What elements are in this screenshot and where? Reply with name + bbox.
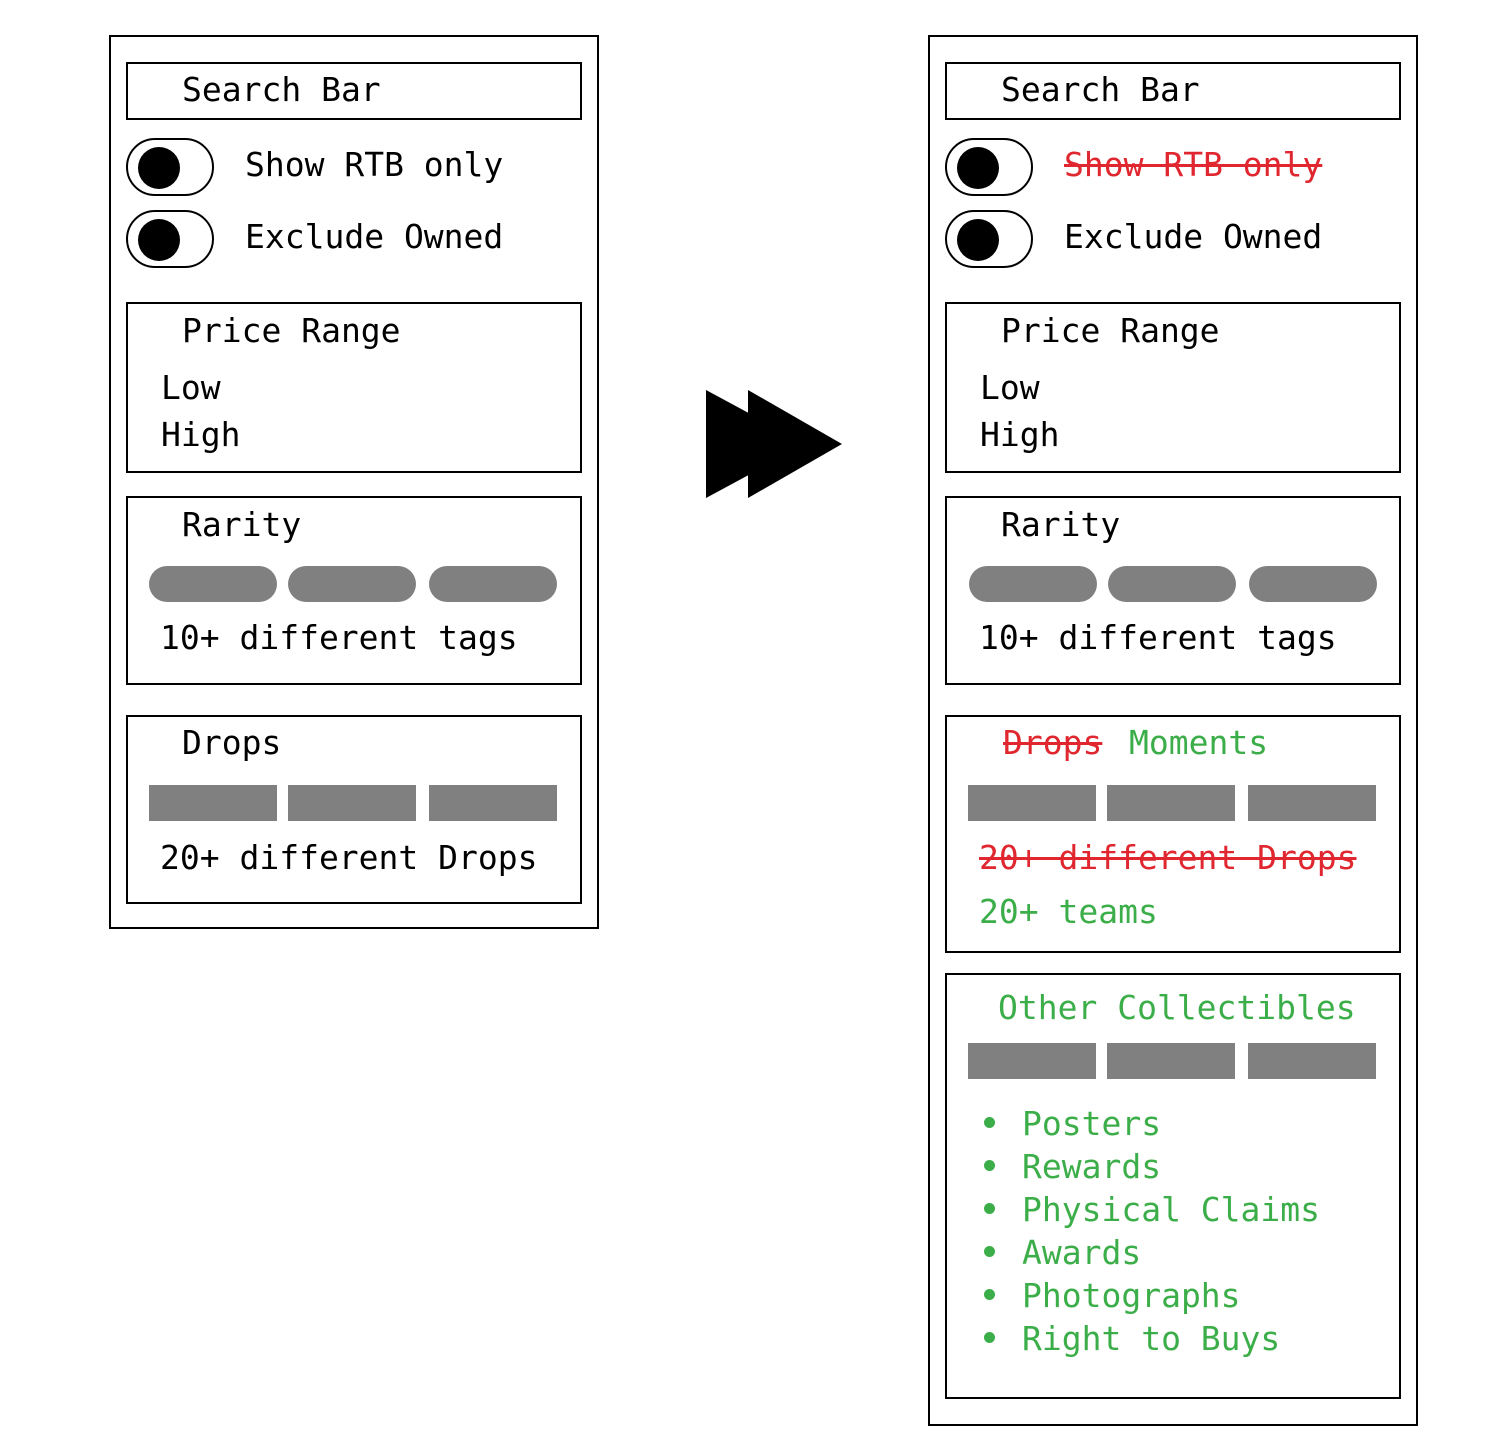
after-toggle-exclude-owned-label: Exclude Owned [1064,217,1323,256]
fast-forward-arrow-icon [706,390,842,498]
drop-option-block[interactable] [288,785,416,821]
moments-title-removed: Drops [1003,723,1103,762]
collectible-option-block[interactable] [1107,1043,1235,1079]
list-item: Awards [984,1236,1141,1269]
before-rarity-box: Rarity 10+ different tags [126,496,582,685]
before-toggle-rtb[interactable] [126,138,214,196]
search-bar-label: Search Bar [1001,70,1200,109]
bullet-icon [984,1160,995,1171]
after-price-range-box: Price Range Low High [945,302,1401,473]
list-item: Posters [984,1107,1161,1140]
bullet-icon [984,1332,995,1343]
after-toggle-rtb-label-removed: Show RTB only [1064,145,1323,184]
after-other-collectibles-box: Other Collectibles Posters Rewards Physi… [945,973,1401,1399]
toggle-knob-icon [138,219,180,261]
list-item: Rewards [984,1150,1161,1183]
before-drops-box: Drops 20+ different Drops [126,715,582,904]
moments-caption-removed: 20+ different Drops [979,838,1357,877]
rarity-title: Rarity [182,505,302,544]
drop-option-block[interactable] [429,785,557,821]
collectible-option-block[interactable] [1248,1043,1376,1079]
before-toggle-exclude-owned-label: Exclude Owned [245,217,504,256]
before-price-range-box: Price Range Low High [126,302,582,473]
before-toggle-rtb-label: Show RTB only [245,145,504,184]
bullet-icon [984,1203,995,1214]
rarity-tag-pill[interactable] [149,566,277,602]
price-range-title: Price Range [1001,311,1220,350]
search-bar-label: Search Bar [182,70,381,109]
after-search-bar[interactable]: Search Bar [945,62,1401,120]
bullet-icon [984,1289,995,1300]
rarity-tag-pill[interactable] [1249,566,1377,602]
price-high-label[interactable]: High [980,415,1060,454]
toggle-knob-icon [138,147,180,189]
price-low-label[interactable]: Low [161,368,221,407]
drops-caption: 20+ different Drops [160,838,538,877]
list-item: Right to Buys [984,1322,1280,1355]
other-collectibles-title: Other Collectibles [998,988,1356,1027]
after-toggle-exclude-owned[interactable] [945,210,1033,268]
rarity-tag-pill[interactable] [429,566,557,602]
bullet-icon [984,1246,995,1257]
bullet-icon [984,1117,995,1128]
collectible-option-block[interactable] [968,1043,1096,1079]
after-moments-box: Drops Moments 20+ different Drops 20+ te… [945,715,1401,953]
drops-title: Drops [182,723,282,762]
rarity-caption: 10+ different tags [979,618,1337,657]
list-item: Physical Claims [984,1193,1320,1226]
toggle-knob-icon [957,147,999,189]
moments-title-added: Moments [1129,723,1269,762]
moment-option-block[interactable] [1107,785,1235,821]
rarity-caption: 10+ different tags [160,618,518,657]
drop-option-block[interactable] [149,785,277,821]
before-search-bar[interactable]: Search Bar [126,62,582,120]
moments-caption-added: 20+ teams [979,892,1158,931]
before-toggle-exclude-owned[interactable] [126,210,214,268]
toggle-knob-icon [957,219,999,261]
price-high-label[interactable]: High [161,415,241,454]
rarity-tag-pill[interactable] [1108,566,1236,602]
moment-option-block[interactable] [968,785,1096,821]
price-low-label[interactable]: Low [980,368,1040,407]
rarity-title: Rarity [1001,505,1121,544]
moment-option-block[interactable] [1248,785,1376,821]
rarity-tag-pill[interactable] [969,566,1097,602]
price-range-title: Price Range [182,311,401,350]
rarity-tag-pill[interactable] [288,566,416,602]
after-rarity-box: Rarity 10+ different tags [945,496,1401,685]
after-toggle-rtb[interactable] [945,138,1033,196]
list-item: Photographs [984,1279,1241,1312]
